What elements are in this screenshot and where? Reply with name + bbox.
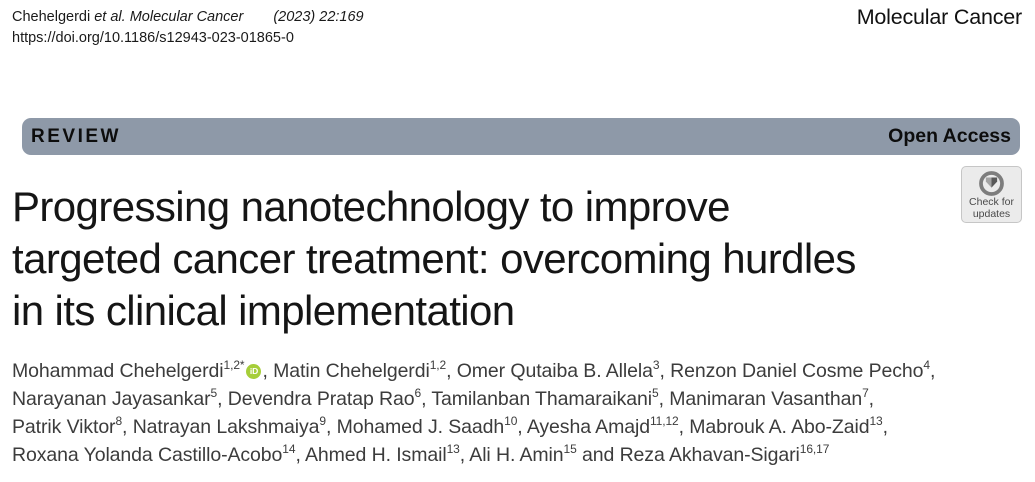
author-affiliation-superscript: 13: [446, 441, 460, 456]
author-name: Renzon Daniel Cosme Pecho4: [670, 357, 930, 383]
article-title: Progressing nanotechnology to improve ta…: [12, 181, 1022, 337]
check-for-updates-label-line1: Check for: [969, 196, 1014, 208]
author-name: Devendra Pratap Rao6: [227, 385, 422, 411]
author-affiliation-superscript: 10: [504, 413, 518, 428]
author-affiliation-superscript: 9: [319, 413, 326, 428]
author-name: Ayesha Amajd11,12: [526, 413, 679, 439]
check-for-updates-badge[interactable]: Check for updates: [961, 166, 1022, 223]
author-name: Matin Chehelgerdi1,2: [273, 357, 447, 383]
article-title-line: Progressing nanotechnology to improve: [12, 183, 731, 230]
citation-line: Chehelgerdi et al. Molecular Cancer (2023…: [12, 7, 364, 28]
author-affiliation-superscript: 7: [862, 385, 869, 400]
author-list: Mohammad Chehelgerdi1,2* iD, Matin Chehel…: [12, 357, 936, 467]
crossmark-circle-icon: [978, 170, 1005, 197]
author-affiliation-superscript: 4: [923, 357, 930, 372]
author-affiliation-superscript: 13: [869, 413, 883, 428]
author-name: Mohamed J. Saadh10: [336, 413, 518, 439]
review-banner: REVIEW Open Access: [22, 118, 1020, 155]
author-name: Tamilanban Thamaraikani5: [431, 385, 659, 411]
author-affiliation-superscript: 5: [210, 385, 218, 400]
author-affiliation-superscript: 5: [652, 385, 659, 400]
article-title-line: targeted cancer treatment: overcoming hu…: [12, 235, 856, 282]
author-affiliation-superscript: 11,12: [649, 413, 679, 428]
author-affiliation-superscript: 6: [414, 385, 422, 400]
author-name: Roxana Yolanda Castillo-Acobo14: [12, 441, 296, 467]
orcid-icon[interactable]: iD: [246, 364, 262, 379]
check-for-updates-label-line2: updates: [972, 207, 1011, 220]
author-affiliation-superscript: 16,17: [799, 441, 830, 456]
citation-block: Chehelgerdi et al. Molecular Cancer (2023…: [12, 7, 364, 49]
article-title-line: in its clinical implementation: [12, 287, 515, 334]
author-name: Reza Akhavan-Sigari16,17: [619, 441, 830, 467]
author-affiliation-superscript: 15: [563, 441, 577, 456]
author-affiliation-superscript: 1,2*: [223, 357, 245, 372]
citation-volume-ref: (2023) 22:169: [273, 9, 364, 25]
author-name: Ali H. Amin15: [469, 441, 577, 467]
article-type-label: REVIEW: [31, 125, 121, 147]
author-name: Omer Qutaiba B. Allela3: [456, 357, 660, 383]
author-affiliation-superscript: 1,2: [429, 357, 447, 372]
author-name: Patrik Viktor8: [12, 413, 123, 439]
open-access-label: Open Access: [888, 125, 1011, 147]
author-affiliation-superscript: 3: [652, 357, 660, 372]
citation-author: Chehelgerdi: [12, 9, 91, 25]
author-affiliation-superscript: 8: [115, 413, 123, 428]
doi-link[interactable]: https://doi.org/10.1186/s12943-023-01865…: [12, 30, 294, 46]
author-name: Mabrouk A. Abo-Zaid13: [689, 413, 883, 439]
author-name: Mohammad Chehelgerdi1,2*: [12, 357, 245, 383]
author-name: Natrayan Lakshmaiya9: [132, 413, 326, 439]
journal-name: Molecular Cancer: [856, 5, 1022, 29]
citation-journal-italic: et al. Molecular Cancer: [94, 9, 244, 25]
author-name: Narayanan Jayasankar5: [12, 385, 218, 411]
author-name: Manimaran Vasanthan7: [669, 385, 869, 411]
author-affiliation-superscript: 14: [282, 441, 296, 456]
author-name: Ahmed H. Ismail13: [305, 441, 460, 467]
